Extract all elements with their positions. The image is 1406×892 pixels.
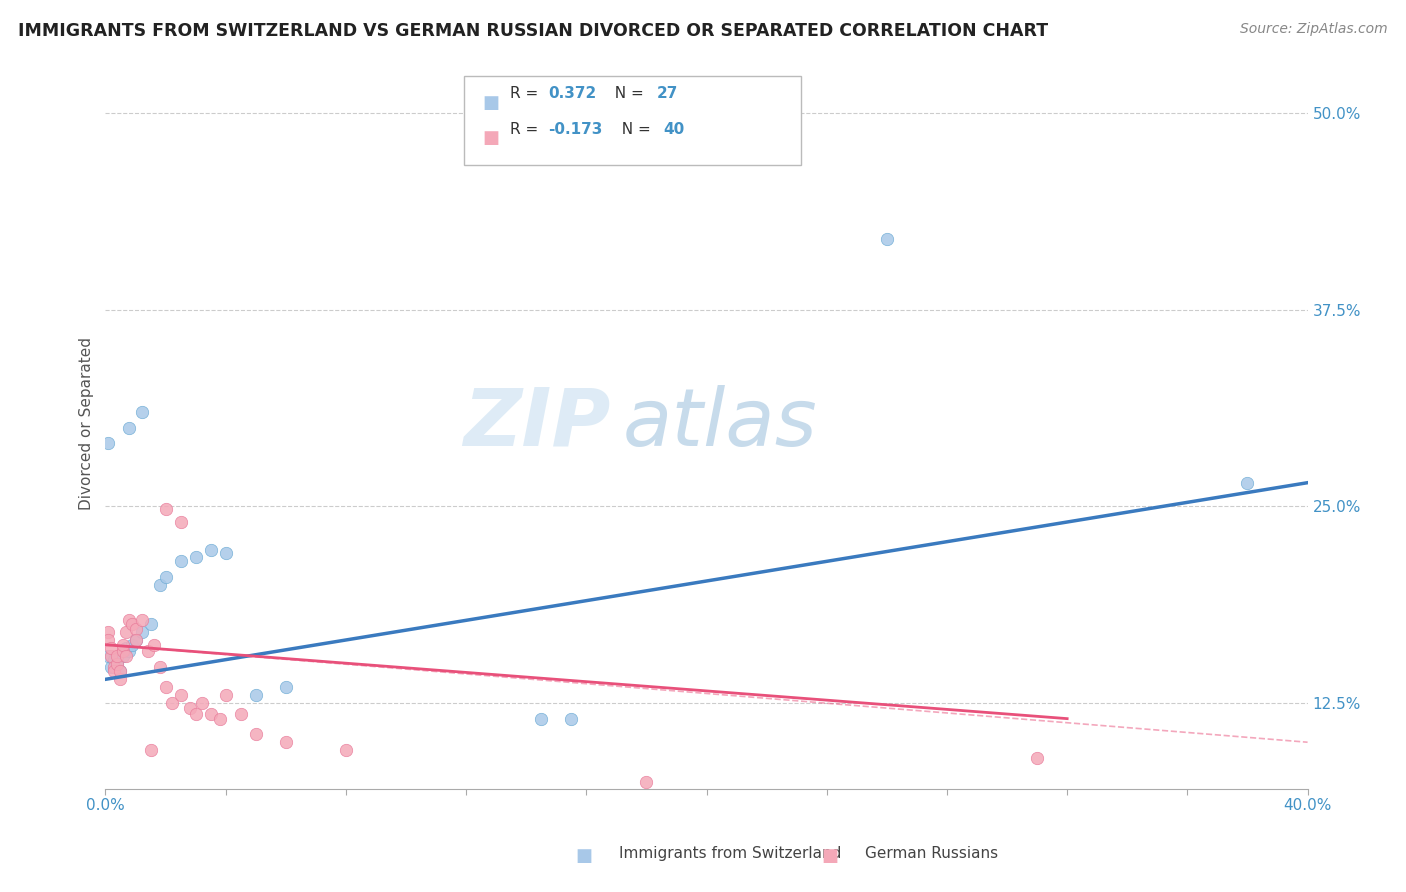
- Point: [229, 706, 252, 721]
- Point: [184, 706, 207, 721]
- Point: [131, 405, 153, 419]
- Text: 27: 27: [657, 87, 678, 101]
- Point: [636, 774, 658, 789]
- Point: [131, 613, 153, 627]
- Point: [142, 638, 165, 652]
- Point: [112, 648, 135, 663]
- Point: [107, 657, 129, 671]
- Point: [148, 578, 170, 592]
- Point: [118, 613, 141, 627]
- Point: [1236, 475, 1258, 490]
- Point: [131, 625, 153, 640]
- Text: German Russians: German Russians: [865, 847, 998, 861]
- Text: ZIP: ZIP: [463, 384, 610, 463]
- Point: [115, 648, 138, 663]
- Point: [148, 659, 170, 673]
- Point: [121, 617, 143, 632]
- Point: [214, 546, 236, 560]
- Point: [103, 653, 125, 667]
- Point: [97, 436, 120, 450]
- Point: [245, 688, 267, 702]
- Text: ■: ■: [575, 847, 592, 864]
- Point: [100, 640, 122, 655]
- Point: [103, 665, 125, 679]
- Point: [97, 625, 120, 640]
- Point: [97, 648, 120, 663]
- Point: [112, 644, 135, 658]
- Point: [155, 680, 177, 694]
- Point: [274, 735, 297, 749]
- Point: [245, 727, 267, 741]
- Text: 40.0%: 40.0%: [1284, 798, 1331, 813]
- Y-axis label: Divorced or Separated: Divorced or Separated: [79, 337, 94, 510]
- Point: [139, 617, 162, 632]
- Point: [110, 673, 132, 687]
- Point: [139, 743, 162, 757]
- Point: [110, 665, 132, 679]
- Text: ■: ■: [482, 129, 499, 147]
- Point: [110, 665, 132, 679]
- Point: [169, 688, 191, 702]
- Point: [121, 638, 143, 652]
- Point: [208, 712, 231, 726]
- Point: [107, 648, 129, 663]
- Point: [112, 638, 135, 652]
- Point: [136, 644, 159, 658]
- Point: [184, 549, 207, 564]
- Point: [190, 696, 212, 710]
- Text: ■: ■: [482, 94, 499, 112]
- Text: R =: R =: [510, 122, 544, 136]
- Text: IMMIGRANTS FROM SWITZERLAND VS GERMAN RUSSIAN DIVORCED OR SEPARATED CORRELATION : IMMIGRANTS FROM SWITZERLAND VS GERMAN RU…: [18, 22, 1049, 40]
- Point: [155, 502, 177, 516]
- Text: atlas: atlas: [623, 384, 817, 463]
- Text: R =: R =: [510, 87, 544, 101]
- Text: N =: N =: [605, 87, 648, 101]
- Point: [115, 640, 138, 655]
- Text: N =: N =: [612, 122, 655, 136]
- Point: [124, 632, 146, 647]
- Point: [155, 570, 177, 584]
- Point: [876, 232, 898, 246]
- Point: [115, 625, 138, 640]
- Text: -0.173: -0.173: [548, 122, 603, 136]
- Point: [107, 657, 129, 671]
- Text: 0.0%: 0.0%: [86, 798, 125, 813]
- Point: [200, 543, 222, 558]
- Point: [560, 712, 582, 726]
- Point: [97, 632, 120, 647]
- Point: [169, 554, 191, 568]
- Point: [335, 743, 357, 757]
- Point: [169, 515, 191, 529]
- Point: [160, 696, 183, 710]
- Point: [274, 680, 297, 694]
- Point: [530, 712, 553, 726]
- Text: 40: 40: [664, 122, 685, 136]
- Point: [103, 659, 125, 673]
- Point: [100, 648, 122, 663]
- Point: [100, 659, 122, 673]
- Text: ■: ■: [821, 847, 838, 864]
- Point: [200, 706, 222, 721]
- Text: Source: ZipAtlas.com: Source: ZipAtlas.com: [1240, 22, 1388, 37]
- Point: [179, 700, 201, 714]
- Point: [124, 622, 146, 636]
- Point: [118, 420, 141, 434]
- Text: 0.372: 0.372: [548, 87, 596, 101]
- Point: [214, 688, 236, 702]
- Point: [118, 644, 141, 658]
- Point: [1026, 751, 1049, 765]
- Text: Immigrants from Switzerland: Immigrants from Switzerland: [619, 847, 841, 861]
- Point: [124, 632, 146, 647]
